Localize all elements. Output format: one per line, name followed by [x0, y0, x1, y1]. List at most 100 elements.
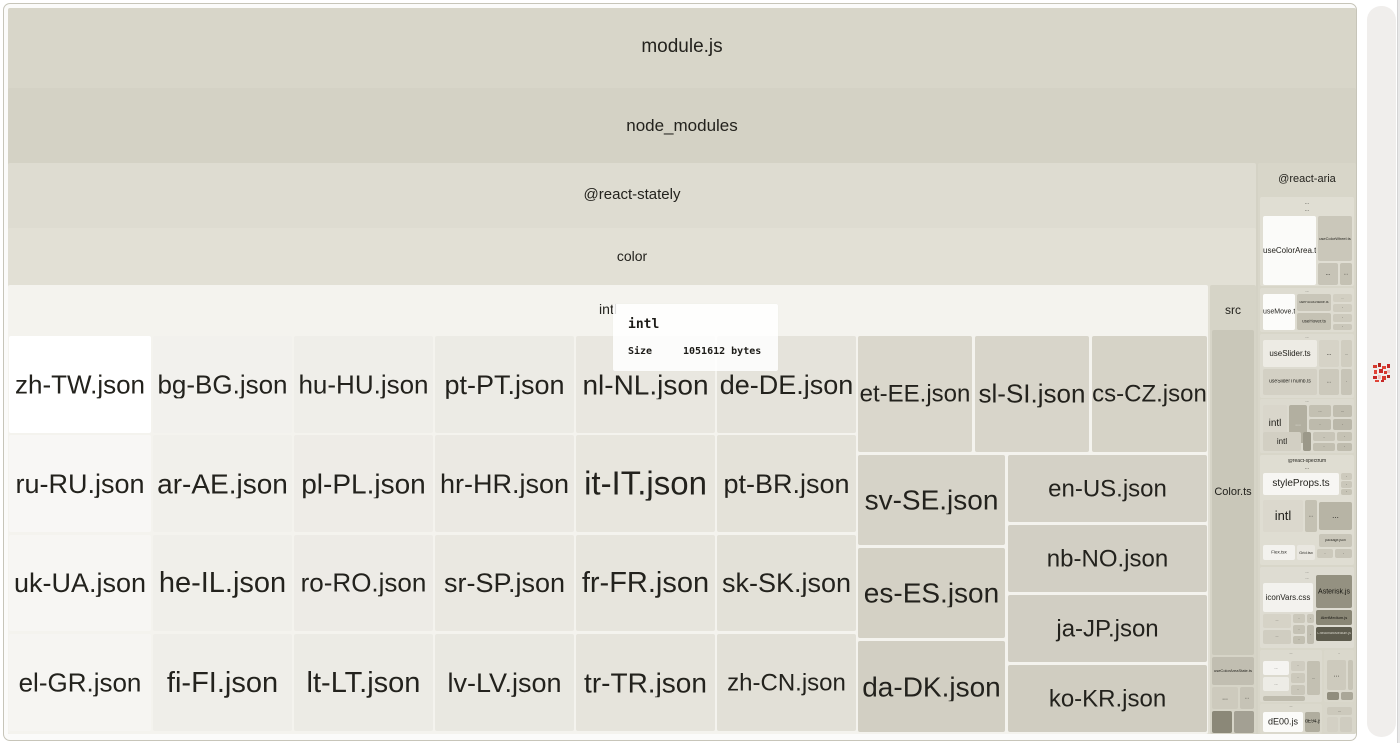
section-react-spectrum-sub[interactable]: ... [1262, 466, 1352, 472]
cell-icon-vars-css[interactable]: iconVars.css [1263, 583, 1313, 612]
cell-src-ellipsis-1[interactable]: ... [1212, 687, 1238, 709]
cell-spectrum-dark[interactable]: ... [1319, 502, 1352, 530]
cell-ja-jp-json[interactable]: ja-JP.json [1008, 595, 1207, 662]
cell-sk-sk-json[interactable]: sk-SK.json [717, 535, 856, 631]
cell-bl-tall[interactable]: ... [1307, 661, 1320, 695]
cell-hr-hr-json[interactable]: hr-HR.json [435, 435, 574, 532]
cell-pt-br-json[interactable]: pt-BR.json [717, 435, 856, 532]
cell-use-move-ts[interactable]: useMove.ts [1263, 294, 1295, 330]
cell-lv-lv-json[interactable]: lv-LV.json [435, 634, 574, 731]
cell-icons-tiny-4[interactable]: - [1293, 636, 1305, 644]
cell-spectrum-tiny-5[interactable]: - [1335, 549, 1352, 558]
cell-use-color-area-state-ts[interactable]: useColorAreaState.ts [1212, 657, 1254, 685]
cell-spectrum-tiny-3[interactable]: - [1341, 489, 1352, 495]
cell-spectrum-tiny-4[interactable]: - [1317, 549, 1333, 558]
cell-es-es-json[interactable]: es-ES.json [858, 548, 1005, 638]
cell-lt-lt-json[interactable]: lt-LT.json [294, 634, 433, 731]
cell-i18n-tiny-8[interactable]: - [1337, 443, 1352, 451]
cell-br-sliver[interactable] [1348, 660, 1353, 690]
cell-de00-js[interactable]: dE00.js [1263, 712, 1303, 732]
cell-bl-tiny-3[interactable]: - [1291, 685, 1305, 695]
cell-i18n-tiny-7[interactable]: - [1313, 443, 1335, 451]
cell-sl-si-json[interactable]: sl-SI.json [975, 336, 1089, 452]
cell-i18n-dark-2[interactable] [1303, 432, 1311, 451]
cell-zh-tw-json[interactable]: zh-TW.json [9, 336, 151, 433]
cell-bg-bg-json[interactable]: bg-BG.json [153, 336, 292, 433]
cell-icons-small-2[interactable]: ... [1263, 630, 1291, 644]
cell-style-props-ts[interactable]: styleProps.ts [1263, 473, 1339, 495]
cell-ar-ae-json[interactable]: ar-AE.json [153, 435, 292, 532]
cell-corner-sq-1[interactable] [1327, 717, 1338, 732]
cell-pt-pt-json[interactable]: pt-PT.json [435, 336, 574, 433]
cell-ro-ro-json[interactable]: ro-RO.json [294, 535, 433, 631]
right-scrollbar-panel[interactable] [1367, 6, 1396, 737]
cell-src-dark-1[interactable] [1212, 711, 1232, 733]
cell-en-us-json[interactable]: en-US.json [1008, 455, 1207, 522]
cell-icons-tiny-2[interactable]: - [1307, 614, 1314, 623]
cell-inter-tiny-1[interactable]: ... [1333, 294, 1352, 302]
cell-aria-color-ellipsis-1[interactable]: ... [1318, 263, 1338, 285]
cell-use-slider-thumb-ts[interactable]: useSliderThumb.ts [1263, 369, 1317, 395]
section-icons-sub[interactable]: ... [1262, 576, 1352, 582]
cell-package-json[interactable]: package.json [1319, 534, 1352, 547]
section-aria-color-sub[interactable]: ... [1262, 208, 1352, 214]
cell-use-color-area-ts[interactable]: useColorArea.ts [1263, 216, 1316, 285]
cell-cs-cz-json[interactable]: cs-CZ.json [1092, 336, 1207, 452]
cell-use-focus-visible-ts[interactable]: useFocusVisible.ts [1297, 294, 1331, 311]
cell-corner-sq-2[interactable] [1340, 717, 1352, 732]
cell-zh-cn-json[interactable]: zh-CN.json [717, 634, 856, 731]
cell-de-de-json[interactable]: de-DE.json [717, 336, 856, 433]
cell-fr-fr-json[interactable]: fr-FR.json [576, 535, 715, 631]
cell-i18n-tiny-4[interactable]: - [1333, 419, 1352, 430]
cell-src-dark-2[interactable] [1234, 711, 1254, 733]
cell-slider-ellipsis-1[interactable]: ... [1319, 340, 1339, 367]
cell-el-gr-json[interactable]: el-GR.json [9, 634, 151, 731]
cell-bl-strip[interactable] [1263, 696, 1305, 701]
cell-color-ts[interactable]: Color.ts [1212, 330, 1254, 655]
cell-spectrum-tiny-1[interactable]: - [1341, 473, 1352, 480]
cell-aria-intl-2[interactable]: intl [1263, 432, 1301, 451]
cell-sv-se-json[interactable]: sv-SE.json [858, 455, 1005, 545]
cell-bl-white-1[interactable]: ... [1263, 661, 1289, 675]
cell-br-dark-1[interactable] [1327, 692, 1339, 700]
cell-uk-ua-json[interactable]: uk-UA.json [9, 535, 151, 631]
cell-flex-tsx[interactable]: Flex.tsx [1263, 545, 1295, 560]
cell-src-ellipsis-2[interactable]: ... [1240, 687, 1254, 709]
cell-hu-hu-json[interactable]: hu-HU.json [294, 336, 433, 433]
cell-i18n-tiny-1[interactable]: ... [1309, 405, 1331, 417]
cell-icons-tiny-3[interactable]: - [1293, 625, 1305, 634]
cell-icons-tiny-5[interactable]: - [1307, 625, 1314, 644]
cell-use-hover-ts[interactable]: useHover.ts [1297, 313, 1331, 330]
cell-ru-ru-json[interactable]: ru-RU.json [9, 435, 151, 532]
cell-br-dark-2[interactable] [1341, 692, 1353, 700]
cell-i18n-tiny-5[interactable]: ... [1313, 432, 1335, 441]
cell-inter-tiny-3[interactable]: - [1333, 314, 1352, 322]
cell-slider-ellipsis-2[interactable]: ... [1319, 369, 1339, 395]
cell-spectrum-intl[interactable]: intl [1263, 500, 1303, 532]
cell-i18n-tiny-3[interactable]: - [1309, 419, 1331, 430]
cell-i18n-tiny-2[interactable]: ... [1333, 405, 1352, 417]
cell-asterisk-js[interactable]: Asterisk.js [1316, 575, 1352, 608]
cell-it-it-json[interactable]: it-IT.json [576, 435, 715, 532]
cell-icons-small-1[interactable]: ... [1263, 614, 1291, 628]
cell-tr-tr-json[interactable]: tr-TR.json [576, 634, 715, 731]
cell-icons-tiny-1[interactable]: - [1293, 614, 1305, 623]
cell-bl-white-2[interactable]: ... [1263, 677, 1289, 691]
cell-pl-pl-json[interactable]: pl-PL.json [294, 435, 433, 532]
cell-grid-tsx[interactable]: Grid.tsx [1297, 545, 1315, 560]
cell-sr-sp-json[interactable]: sr-SP.json [435, 535, 574, 631]
cell-br-ellipsis[interactable]: ... [1327, 660, 1346, 690]
cell-alert-medium-js[interactable]: AlertMedium.js [1316, 610, 1352, 625]
cell-aria-color-ellipsis-2[interactable]: ... [1340, 263, 1352, 285]
cell-bl-tiny-2[interactable]: - [1291, 673, 1305, 683]
cell-corner-ellipsis[interactable]: ... [1327, 707, 1352, 715]
cell-slider-tiny-2[interactable]: - [1341, 369, 1352, 395]
cell-ko-kr-json[interactable]: ko-KR.json [1008, 665, 1207, 732]
cell-slider-tiny-1[interactable]: ... [1341, 340, 1352, 367]
cell-checkmark-medium-js[interactable]: CheckmarkMedium.js [1316, 627, 1352, 641]
cell-spectrum-tiny-2[interactable]: - [1341, 481, 1352, 488]
cell-use-slider-ts[interactable]: useSlider.ts [1263, 340, 1317, 367]
cell-bl-tiny-1[interactable]: - [1291, 661, 1305, 671]
cell-he-il-json[interactable]: he-IL.json [153, 535, 292, 631]
cell-de94-js[interactable]: dE94.js [1305, 712, 1320, 732]
